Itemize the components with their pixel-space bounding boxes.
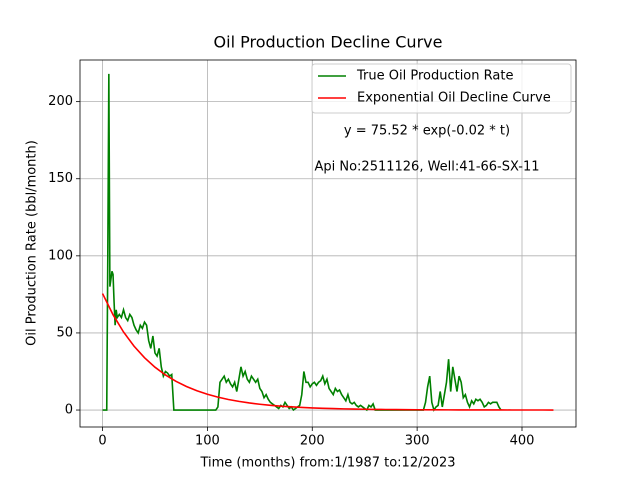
series-line [102, 73, 502, 412]
y-tick-label: 0 [65, 403, 73, 418]
y-tick-label: 50 [56, 325, 73, 340]
legend-label: Exponential Oil Decline Curve [357, 91, 551, 106]
x-tick-label: 300 [405, 434, 430, 449]
chart-title: Oil Production Decline Curve [214, 33, 443, 52]
annotation: Api No:2511126, Well:41-66-SX-11 [314, 160, 539, 175]
x-tick-label: 100 [195, 434, 220, 449]
y-tick-label: 100 [48, 248, 73, 263]
annotation: y = 75.52 * exp(-0.02 * t) [344, 124, 510, 139]
plot-area: 0 100 200 300 400 0 50 100 150 200 True Oil Produc… [48, 59, 577, 449]
x-axis-label: Time (months) from:1/1987 to:12/2023 [199, 456, 455, 471]
x-tick-label: 0 [98, 434, 106, 449]
x-tick-label: 400 [510, 434, 535, 449]
series-line [101, 293, 554, 411]
legend-box [311, 63, 572, 114]
legend-label: True Oil Production Rate [356, 69, 513, 84]
x-tick-label: 200 [300, 434, 325, 449]
y-tick-label: 200 [48, 94, 73, 109]
y-tick-label: 150 [48, 171, 73, 186]
axes-frame [79, 59, 577, 428]
y-axis-label: Oil Production Rate (bbl/month) [25, 140, 40, 346]
